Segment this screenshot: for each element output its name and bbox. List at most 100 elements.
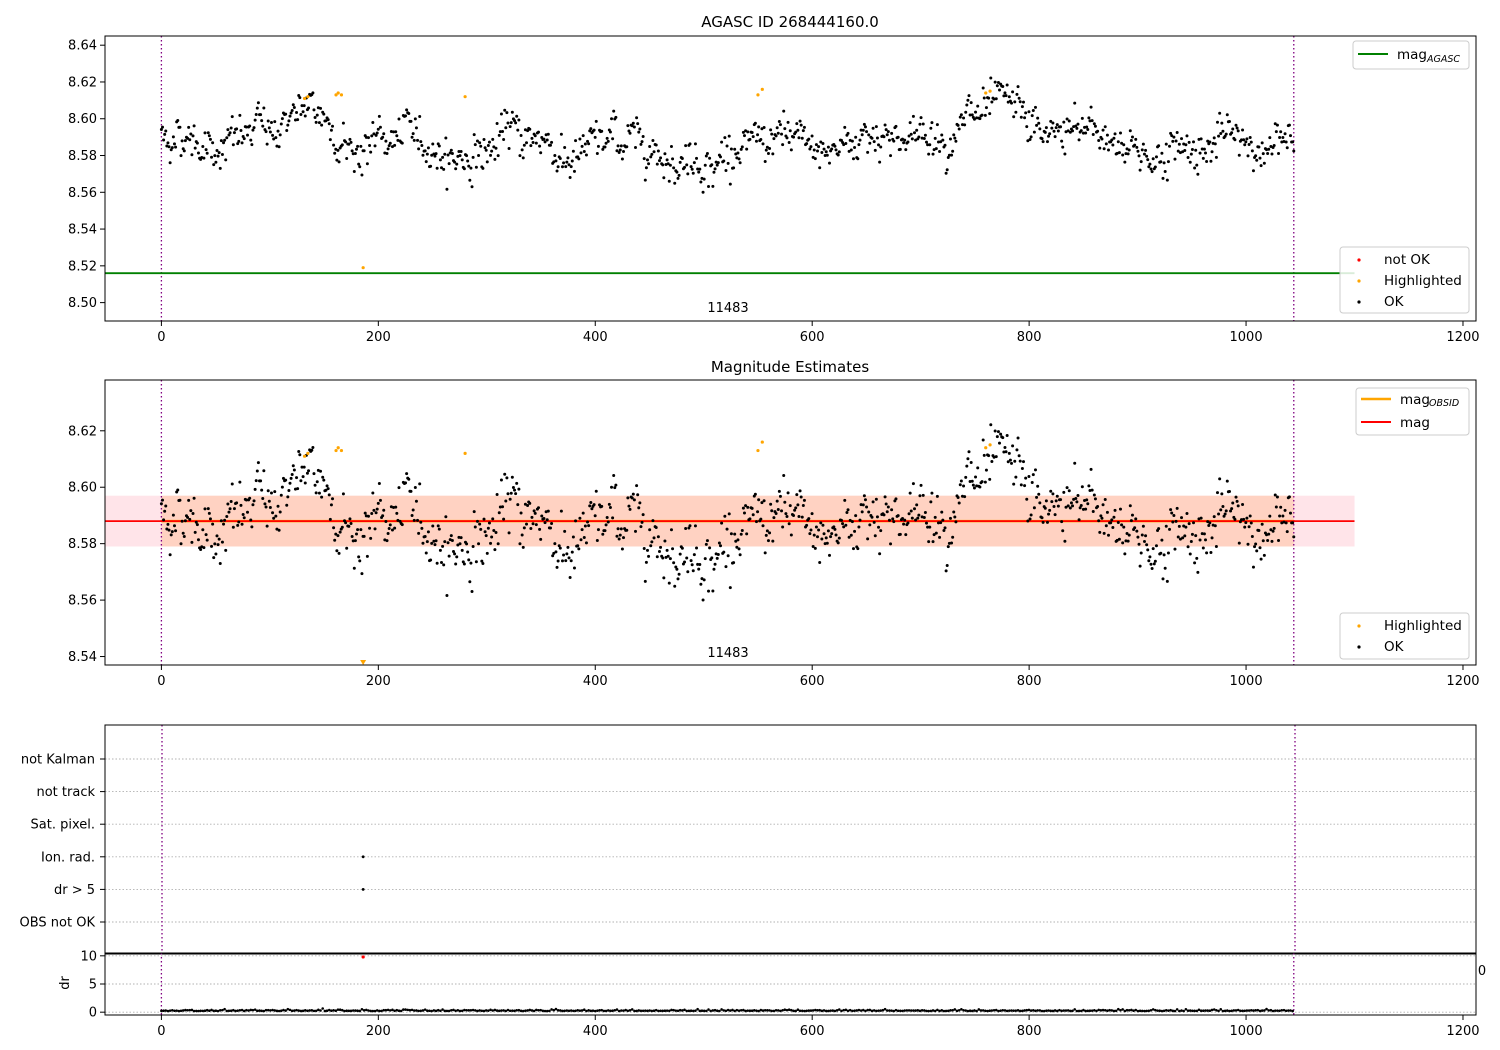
dr-point — [382, 1008, 386, 1012]
ok-point — [457, 149, 461, 153]
ok-point — [663, 539, 667, 543]
ok-point — [516, 128, 520, 132]
ok-point — [344, 521, 348, 525]
ok-point — [404, 481, 408, 485]
ok-point — [1001, 436, 1005, 440]
ok-point — [669, 528, 673, 532]
ok-point — [513, 488, 517, 492]
ok-point — [413, 486, 417, 490]
dr-point — [1025, 1008, 1029, 1012]
ok-point — [839, 518, 843, 522]
dr-point — [1143, 1009, 1146, 1013]
ok-point — [636, 122, 640, 126]
ok-point — [419, 140, 423, 144]
dr-point — [262, 1009, 266, 1013]
ok-point — [697, 567, 701, 571]
ok-point — [866, 537, 870, 541]
ok-point — [588, 129, 592, 133]
ok-point — [385, 539, 389, 543]
ok-point — [924, 521, 928, 525]
ok-point — [1189, 152, 1193, 156]
x-tick-label: 1200 — [1446, 330, 1479, 345]
ok-point — [796, 503, 800, 507]
ok-point — [1130, 135, 1134, 139]
ok-point — [659, 156, 663, 160]
y-tick-label: 8.58 — [68, 537, 97, 552]
ok-point — [325, 484, 329, 488]
ok-point — [861, 503, 865, 507]
legend-box — [1339, 246, 1470, 314]
ok-point — [1188, 552, 1192, 556]
ok-point — [582, 150, 586, 154]
ok-point — [1136, 535, 1140, 539]
ok-point — [475, 139, 479, 143]
ok-point — [1016, 436, 1020, 440]
ok-point — [797, 136, 801, 140]
ok-point — [902, 141, 906, 145]
ok-point — [1067, 119, 1071, 123]
ok-point — [1012, 115, 1016, 119]
ok-point — [193, 530, 197, 534]
ok-point — [371, 121, 375, 125]
ok-point — [176, 119, 180, 123]
ok-point — [1134, 517, 1138, 521]
ok-point — [590, 507, 594, 511]
dr-point — [1062, 1009, 1066, 1012]
ok-point — [311, 445, 315, 449]
ok-point — [908, 121, 912, 125]
ok-point — [538, 527, 542, 531]
ok-point — [1277, 151, 1281, 155]
ok-point — [167, 528, 171, 532]
ok-point — [252, 499, 256, 503]
ok-point — [763, 160, 767, 164]
ok-point — [1147, 559, 1151, 563]
ok-point — [1224, 509, 1228, 513]
ok-point — [1227, 490, 1231, 494]
ok-point — [1165, 579, 1169, 583]
ok-point — [759, 138, 763, 142]
dr-point — [497, 1009, 501, 1013]
ok-point — [487, 521, 491, 525]
ok-point — [990, 100, 994, 104]
ok-point — [1166, 551, 1170, 555]
ok-point — [1239, 138, 1243, 142]
ok-point — [289, 476, 293, 480]
ok-point — [489, 541, 493, 545]
dr-point — [604, 1009, 608, 1013]
ok-point — [1086, 127, 1090, 131]
ok-point — [795, 493, 799, 497]
ok-point — [795, 122, 799, 126]
ok-point — [539, 537, 543, 541]
legend-marker-highlighted — [1357, 279, 1361, 283]
ok-point — [508, 497, 512, 501]
dr-point — [528, 1008, 532, 1012]
ok-point — [186, 515, 190, 519]
ok-point — [756, 510, 760, 514]
dr-point — [369, 1009, 372, 1013]
ok-point — [1018, 459, 1022, 463]
ok-point — [1098, 530, 1102, 534]
ok-point — [655, 162, 659, 166]
highlighted-point — [463, 95, 467, 99]
ok-point — [1116, 140, 1120, 144]
ok-point — [479, 527, 483, 531]
dr-point — [729, 1009, 732, 1012]
ok-point — [923, 511, 927, 515]
ok-point — [1049, 489, 1053, 493]
ok-point — [952, 510, 956, 514]
dr-point — [942, 1009, 946, 1013]
ok-point — [697, 170, 701, 174]
dr-point — [1071, 1009, 1074, 1013]
ok-point — [168, 161, 172, 165]
ok-point — [820, 151, 824, 155]
ok-point — [950, 153, 954, 157]
ok-point — [668, 557, 672, 561]
dr-point — [386, 1008, 390, 1012]
dr-point — [216, 1009, 220, 1013]
ok-point — [411, 132, 415, 136]
ok-point — [416, 138, 420, 142]
dr-point — [423, 1008, 427, 1011]
dr-point — [783, 1008, 787, 1012]
ok-point — [1255, 549, 1259, 553]
dr-point — [907, 1009, 911, 1012]
